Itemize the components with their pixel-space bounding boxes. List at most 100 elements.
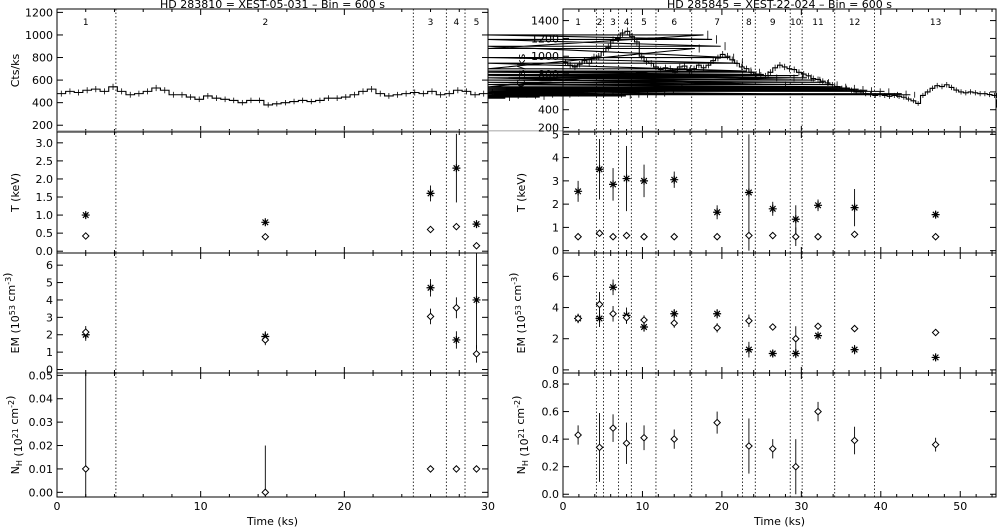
asterisk-marker xyxy=(670,309,679,318)
diamond-marker xyxy=(713,232,722,241)
diamond-marker xyxy=(850,324,859,333)
asterisk-marker xyxy=(452,335,461,344)
diamond-marker xyxy=(768,444,777,453)
segment-label: 3 xyxy=(610,18,616,28)
y-tick-label: 4 xyxy=(552,302,559,315)
panel-param: 0 1 2 3 4 5 6 EM (1053 cm-3) xyxy=(1,252,489,377)
asterisk-marker xyxy=(609,180,618,189)
y-tick-label: 6 xyxy=(46,259,53,272)
segment-label: 9 xyxy=(770,18,776,28)
chart-2: HD 285845 = XEST-22-024 – Bin = 600 s200… xyxy=(507,0,997,528)
y-axis-label-part: ) xyxy=(510,396,523,400)
x-tick-label: 10 xyxy=(635,500,649,513)
y-axis-label-part: cm xyxy=(8,408,21,428)
y-tick-label: 400 xyxy=(32,97,53,110)
diamond-marker xyxy=(261,488,270,497)
panel-frame xyxy=(56,8,489,133)
y-axis-label-part: (10 xyxy=(518,438,531,460)
segment-label: 5 xyxy=(641,18,647,28)
y-tick-label: 800 xyxy=(32,52,53,65)
y-tick-label: 0.0 xyxy=(542,488,560,501)
x-axis-label: Time (ks) xyxy=(753,515,805,528)
y-axis-label-part: ) xyxy=(1,273,14,277)
y-axis-label-part: EM (10 xyxy=(9,315,22,353)
segment-label: 5 xyxy=(474,18,480,28)
y-tick-label: 1000 xyxy=(531,50,559,63)
segment-label: 12 xyxy=(849,18,860,28)
y-tick-label: 0.4 xyxy=(542,433,560,446)
y-axis-label-part: (10 xyxy=(12,438,25,460)
y-axis-label-part: N xyxy=(515,466,528,474)
diamond-marker xyxy=(622,313,631,322)
y-axis-label-part: Cts/ks xyxy=(515,53,528,87)
diamond-marker xyxy=(81,465,90,473)
diamond-marker xyxy=(814,407,822,416)
diamond-marker xyxy=(931,328,940,337)
y-axis-label-part: N xyxy=(9,466,22,474)
diamond-marker xyxy=(426,225,435,234)
segment-label: 1 xyxy=(575,18,581,28)
diamond-marker xyxy=(622,439,631,448)
segment-label: 3 xyxy=(428,18,434,28)
panel-param: 0.00 0.01 0.02 0.03 0.04 0.05 0 10 20 30 Time (ks)… xyxy=(4,369,495,528)
asterisk-marker xyxy=(850,203,859,212)
panel-frame xyxy=(562,372,997,498)
asterisk-marker xyxy=(791,215,800,224)
panel-frame xyxy=(56,252,489,374)
y-axis-label-subscript: H xyxy=(15,460,24,466)
diamond-marker xyxy=(670,435,679,444)
asterisk-marker xyxy=(814,201,823,210)
y-axis-label-part: T (keV) xyxy=(515,173,528,213)
asterisk-marker xyxy=(261,218,270,227)
asterisk-marker xyxy=(472,295,481,304)
asterisk-marker xyxy=(713,208,722,217)
diamond-marker xyxy=(850,230,859,239)
x-tick-label: 30 xyxy=(481,500,495,513)
panel-param: 0 2 4 6 EM (1053 cm-3) xyxy=(507,252,997,377)
y-tick-label: 0.02 xyxy=(29,440,54,453)
diamond-marker xyxy=(426,465,435,473)
y-axis-label: T (keV) xyxy=(515,173,528,213)
asterisk-marker xyxy=(768,349,777,358)
y-axis-label: Cts/ks xyxy=(515,53,528,87)
y-tick-label: 200 xyxy=(32,119,53,132)
y-tick-label: 0.04 xyxy=(29,393,54,406)
diamond-marker xyxy=(640,433,648,442)
asterisk-marker xyxy=(670,175,679,184)
y-tick-label: 800 xyxy=(538,68,559,81)
asterisk-marker xyxy=(640,176,649,185)
asterisk-marker xyxy=(814,331,823,340)
y-tick-label: 2 xyxy=(46,329,53,342)
y-tick-label: 0.5 xyxy=(36,227,54,240)
x-tick-label: 10 xyxy=(194,500,208,513)
y-tick-label: 6 xyxy=(552,270,559,283)
panel-param: 0 1 2 3 4 5 T (keV) xyxy=(515,128,997,258)
panel-param: 0.0 0.2 0.4 0.6 0.8 0 10 20 30 40 50 Time (ks) NH (1… xyxy=(510,372,997,528)
y-axis-label: EM (1053 cm-3) xyxy=(507,273,528,354)
asterisk-marker xyxy=(931,353,940,362)
asterisk-marker xyxy=(622,174,631,183)
y-tick-label: 1.5 xyxy=(36,191,54,204)
asterisk-marker xyxy=(452,164,461,173)
diamond-marker xyxy=(670,232,679,241)
segment-label: 2 xyxy=(262,18,268,28)
y-tick-label: 5 xyxy=(46,277,53,290)
segment-label: 4 xyxy=(624,18,630,28)
panel-frame xyxy=(56,131,489,254)
y-tick-label: 0.00 xyxy=(29,486,54,499)
panel-frame xyxy=(56,372,489,498)
asterisk-marker xyxy=(472,220,481,229)
segment-label: 2 xyxy=(597,18,603,28)
y-axis-label-superscript: -3 xyxy=(4,277,13,285)
y-tick-label: 4 xyxy=(552,152,559,165)
y-tick-label: 0 xyxy=(552,245,559,258)
segment-label: 8 xyxy=(746,18,752,28)
y-tick-label: 4 xyxy=(46,294,53,307)
y-tick-label: 2.0 xyxy=(36,173,54,186)
diamond-marker xyxy=(452,303,461,312)
diamond-marker xyxy=(452,222,461,231)
y-tick-label: 1400 xyxy=(531,15,559,28)
y-tick-label: 200 xyxy=(538,122,559,135)
